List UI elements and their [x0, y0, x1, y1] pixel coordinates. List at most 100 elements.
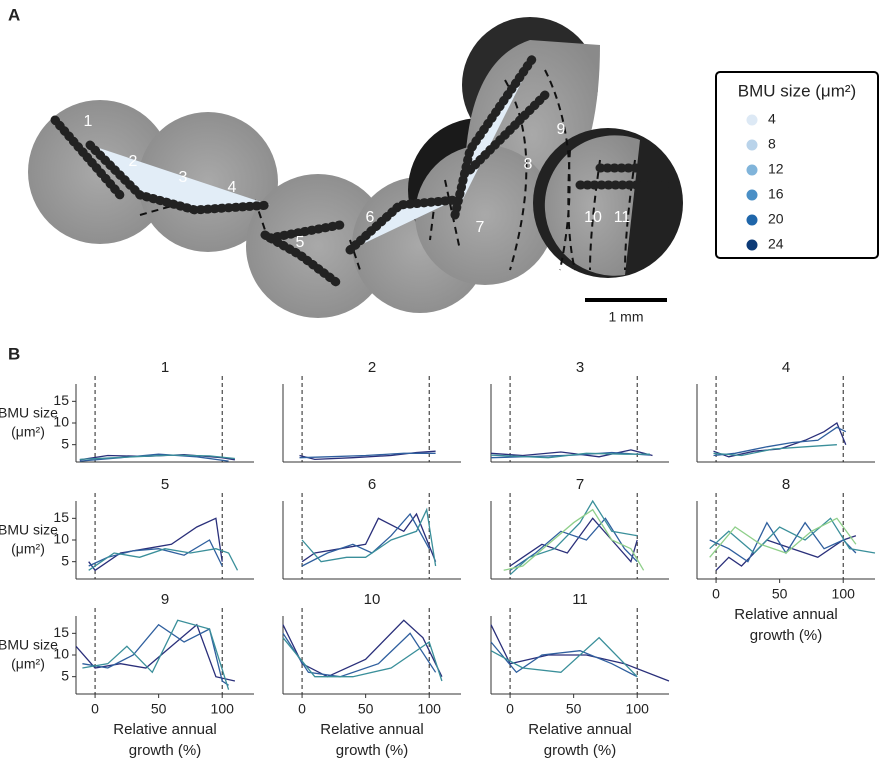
legend-label: 24: [768, 236, 784, 252]
x-tick-label: 0: [91, 701, 99, 717]
x-tick-label: 100: [418, 701, 442, 717]
y-tick-label: 15: [53, 392, 69, 408]
data-line: [709, 517, 876, 554]
data-line: [490, 641, 638, 678]
data-line: [88, 517, 223, 572]
data-line: [509, 499, 638, 576]
panel-label: A: [8, 5, 20, 24]
y-tick-label: 10: [53, 646, 69, 662]
chart-title: 6: [368, 476, 376, 493]
legend-swatch: [745, 188, 759, 202]
y-tick-label: 10: [53, 531, 69, 547]
x-axis-label: Relative annual: [320, 721, 423, 738]
y-tick-label: 5: [61, 552, 69, 568]
data-line: [282, 632, 437, 678]
x-axis-label: growth (%): [129, 742, 202, 759]
data-line: [299, 452, 436, 459]
x-tick-label: 50: [151, 701, 167, 717]
x-tick-label: 50: [772, 586, 788, 602]
chart-title: 1: [161, 359, 169, 376]
y-tick-label: 5: [61, 667, 69, 683]
data-line: [299, 450, 436, 461]
region-label: 11: [614, 209, 631, 226]
legend-swatch: [745, 113, 759, 127]
region-labels: 1 2 3 4 5 6 7 8 9 10 11: [84, 113, 631, 251]
data-line: [713, 426, 847, 457]
x-tick-label: 100: [626, 701, 650, 717]
legend-title: BMU size (μm²): [738, 81, 856, 100]
y-axis-label: (μm²): [11, 424, 45, 440]
chart-title: 2: [368, 359, 376, 376]
scale-bar-label: 1 mm: [609, 309, 644, 325]
x-tick-label: 0: [298, 701, 306, 717]
chart-title: 10: [364, 591, 381, 608]
region-label: 10: [584, 209, 602, 226]
data-line: [503, 508, 645, 571]
legend-label: 16: [768, 186, 784, 202]
data-line: [88, 539, 223, 567]
data-line: [715, 535, 857, 571]
x-tick-label: 0: [712, 586, 720, 602]
region-label: 2: [129, 153, 138, 170]
x-tick-label: 100: [832, 586, 856, 602]
data-line: [509, 517, 638, 571]
y-axis-label: BMU size: [0, 522, 58, 538]
micrograph: [28, 17, 683, 318]
chart-title: 4: [782, 359, 790, 376]
data-line: [82, 623, 229, 686]
data-line: [713, 444, 837, 457]
data-line: [490, 624, 670, 682]
region-label: 7: [476, 219, 485, 236]
legend-swatch: [745, 238, 759, 252]
legend-swatch: [745, 213, 759, 227]
y-axis-label: (μm²): [11, 656, 45, 672]
chart-title: 3: [576, 359, 584, 376]
x-axis-label: growth (%): [544, 742, 617, 759]
x-axis-label: growth (%): [750, 627, 823, 644]
legend-swatch: [745, 163, 759, 177]
region-label: 9: [557, 121, 566, 138]
chart-title: 8: [782, 476, 790, 493]
region-label: 6: [366, 209, 375, 226]
data-line: [79, 453, 229, 462]
legend-label: 4: [768, 111, 776, 127]
legend-swatch: [745, 138, 759, 152]
legend-label: 8: [768, 136, 776, 152]
x-tick-label: 0: [506, 701, 514, 717]
data-line: [713, 422, 847, 458]
region-label: 4: [228, 179, 237, 196]
y-tick-label: 15: [53, 624, 69, 640]
region-label: 5: [296, 234, 305, 251]
y-axis-label: (μm²): [11, 541, 45, 557]
region-label: 1: [84, 113, 93, 130]
x-tick-label: 50: [566, 701, 582, 717]
x-axis-label: Relative annual: [113, 721, 216, 738]
x-axis-label: Relative annual: [734, 606, 837, 623]
panel-label: B: [8, 344, 20, 363]
x-axis-label: growth (%): [336, 742, 409, 759]
data-line: [282, 637, 443, 682]
chart-title: 7: [576, 476, 584, 493]
data-line: [490, 452, 650, 459]
y-tick-label: 5: [61, 435, 69, 451]
data-line: [88, 548, 239, 571]
y-tick-label: 15: [53, 509, 69, 525]
chart-title: 5: [161, 476, 169, 493]
data-line: [301, 507, 437, 567]
chart-title: 9: [161, 591, 169, 608]
y-axis-label: BMU size: [0, 637, 58, 653]
region-label: 8: [524, 156, 533, 173]
region-label: 3: [179, 169, 188, 186]
data-line: [82, 619, 230, 690]
data-line: [79, 454, 235, 461]
chart-title: 11: [572, 591, 588, 608]
data-line: [709, 517, 857, 558]
data-line: [282, 619, 443, 678]
data-line: [301, 512, 437, 563]
legend-label: 12: [768, 161, 784, 177]
data-line: [490, 636, 638, 678]
x-axis-label: Relative annual: [528, 721, 631, 738]
y-axis-label: BMU size: [0, 405, 58, 421]
y-tick-label: 10: [53, 414, 69, 430]
